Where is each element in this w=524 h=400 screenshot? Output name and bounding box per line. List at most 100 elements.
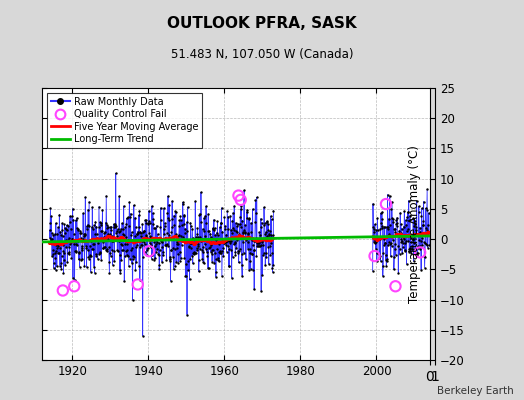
Point (409, 215, 418, 221)
Point (205, 239, 214, 246)
Point (381, 240, 389, 247)
Point (399, 223, 408, 230)
Point (58, 220, 67, 226)
Point (141, 220, 150, 226)
Point (118, 242, 127, 248)
Point (411, 246, 419, 252)
Point (90, 263, 98, 270)
Point (205, 239, 214, 245)
Point (376, 258, 385, 264)
Point (119, 246, 127, 253)
Point (145, 229, 154, 236)
Point (64, 235, 73, 242)
Point (215, 258, 224, 264)
Point (191, 198, 200, 204)
Point (80, 263, 89, 269)
Point (255, 238, 264, 244)
Point (388, 215, 397, 222)
Point (387, 243, 396, 249)
Point (405, 249, 413, 255)
Point (127, 247, 135, 254)
Point (124, 237, 133, 243)
Point (212, 237, 221, 243)
Point (76, 228, 84, 234)
Point (108, 233, 116, 239)
Point (395, 232, 403, 238)
Point (47, 237, 55, 243)
Point (256, 243, 264, 249)
Point (157, 205, 165, 211)
Point (201, 233, 210, 239)
Point (202, 203, 210, 210)
Point (139, 228, 147, 235)
Point (153, 246, 161, 252)
Point (50, 260, 58, 266)
Point (210, 225, 219, 232)
Point (420, 198, 428, 205)
Point (103, 222, 112, 228)
Point (51, 255, 59, 262)
Point (231, 240, 239, 246)
Point (70, 238, 79, 244)
Point (398, 250, 406, 256)
Point (46, 205, 54, 211)
Text: 51.483 N, 107.050 W (Canada): 51.483 N, 107.050 W (Canada) (171, 48, 353, 61)
Point (91, 236, 99, 242)
Point (423, 241, 432, 248)
Point (213, 230, 221, 236)
Point (190, 238, 199, 245)
Point (233, 223, 241, 229)
Point (263, 218, 271, 225)
Point (93, 237, 102, 243)
Point (379, 273, 387, 279)
Point (237, 224, 245, 230)
Point (398, 226, 406, 232)
Point (173, 251, 182, 258)
Point (209, 225, 217, 232)
Point (63, 259, 71, 265)
Point (176, 248, 184, 255)
Point (160, 205, 168, 212)
Point (391, 252, 400, 258)
Point (179, 234, 188, 240)
Point (123, 252, 131, 259)
Point (246, 250, 254, 256)
Point (372, 239, 380, 245)
Point (396, 250, 404, 257)
Point (411, 226, 420, 233)
Point (70, 276, 79, 283)
Point (268, 269, 277, 275)
Point (408, 246, 417, 252)
Point (219, 228, 227, 235)
Point (249, 266, 257, 273)
Point (237, 251, 246, 258)
Point (260, 204, 268, 211)
Point (124, 214, 132, 220)
Point (188, 225, 196, 232)
Point (59, 287, 67, 294)
Point (401, 247, 409, 253)
Point (269, 207, 278, 214)
Point (419, 222, 427, 228)
Point (75, 250, 83, 256)
Point (92, 252, 100, 259)
Point (416, 243, 424, 250)
Point (49, 250, 57, 257)
Point (77, 230, 85, 236)
Point (394, 269, 402, 276)
Point (125, 199, 134, 205)
Point (417, 238, 425, 244)
Point (52, 263, 61, 270)
Point (424, 210, 433, 216)
Point (191, 250, 199, 256)
Point (91, 231, 100, 237)
Point (66, 213, 74, 219)
Point (92, 251, 100, 258)
Point (97, 237, 106, 244)
Point (113, 228, 121, 234)
Point (397, 239, 406, 246)
Point (59, 248, 68, 254)
Point (104, 223, 112, 230)
Point (98, 228, 106, 234)
Point (115, 229, 123, 235)
